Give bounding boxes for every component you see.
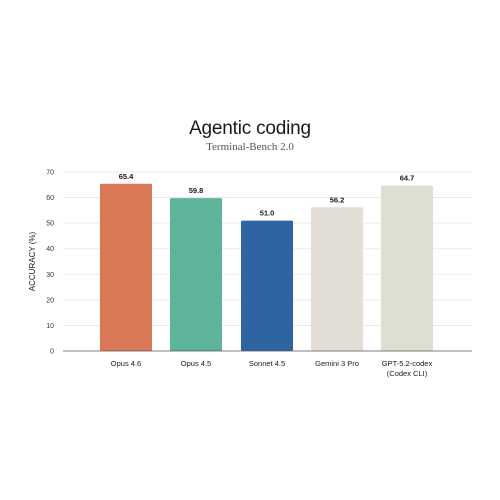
x-tick-label: (Codex CLI)	[387, 369, 428, 378]
y-axis-title: ACCURACY (%)	[28, 231, 37, 291]
bar	[100, 183, 152, 351]
x-tick-label: GPT-5.2-codex	[382, 359, 433, 368]
bar	[170, 198, 222, 351]
x-tick-label: Opus 4.5	[181, 359, 211, 368]
x-tick-label: Sonnet 4.5	[249, 359, 285, 368]
y-tick-label: 40	[46, 246, 54, 253]
data-label: 59.8	[189, 186, 204, 195]
y-tick-label: 30	[46, 272, 54, 279]
y-tick-label: 20	[46, 297, 54, 304]
x-tick-label: Opus 4.6	[111, 359, 141, 368]
data-label: 65.4	[119, 172, 134, 181]
y-tick-label: 10	[46, 323, 54, 330]
bar	[241, 220, 293, 351]
x-tick-label: Gemini 3 Pro	[315, 359, 359, 368]
bar	[311, 207, 363, 351]
bar	[381, 185, 433, 351]
y-tick-label: 50	[46, 221, 54, 228]
data-label: 64.7	[400, 174, 415, 183]
data-label: 51.0	[260, 209, 275, 218]
y-tick-label: 60	[46, 195, 54, 202]
chart-title: Agentic coding	[189, 118, 311, 139]
data-label: 56.2	[330, 195, 345, 204]
chart-subtitle: Terminal-Bench 2.0	[206, 141, 294, 153]
y-tick-label: 0	[50, 349, 54, 356]
y-tick-label: 70	[46, 170, 54, 177]
